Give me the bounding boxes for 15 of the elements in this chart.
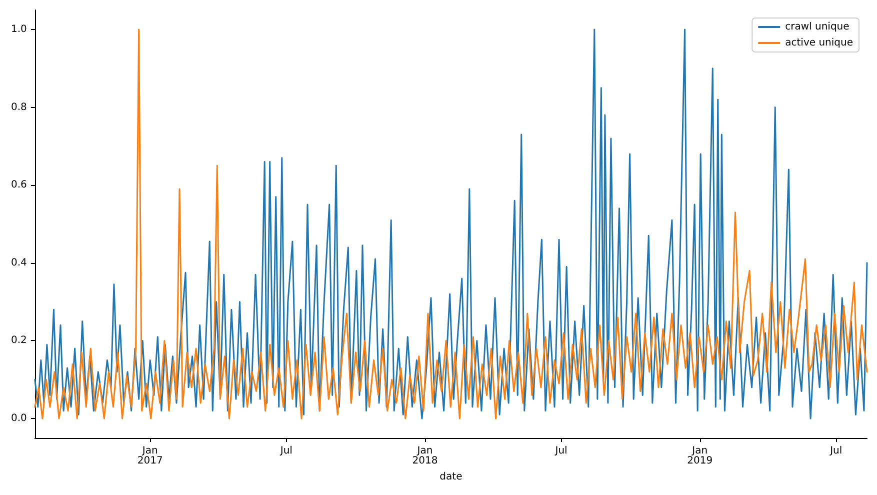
x-tick-label: Jan 2017 xyxy=(137,446,163,466)
x-tick-label: Jul xyxy=(829,446,842,456)
y-tick-label: 0.0 xyxy=(10,413,27,424)
legend-label: active unique xyxy=(785,38,854,48)
y-tick-label: 0.4 xyxy=(10,257,27,268)
y-tick-label: 0.8 xyxy=(10,102,27,113)
x-tick-label: Jul xyxy=(554,446,568,456)
y-tick-label: 1.0 xyxy=(10,24,27,35)
x-tick-label: Jul xyxy=(279,446,292,456)
x-tick-label: Jan 2018 xyxy=(412,446,438,466)
y-tick-label: 0.6 xyxy=(10,180,27,191)
x-axis-title: date xyxy=(440,472,462,482)
y-tick-label: 0.2 xyxy=(10,335,27,346)
legend-label: crawl unique xyxy=(785,22,850,32)
x-tick-label: Jan 2019 xyxy=(687,446,713,466)
